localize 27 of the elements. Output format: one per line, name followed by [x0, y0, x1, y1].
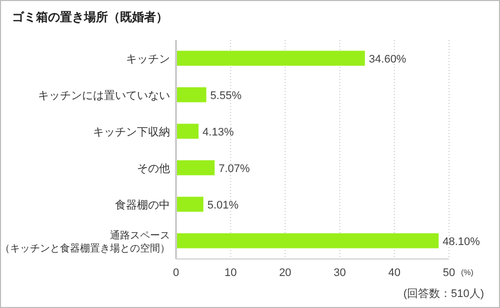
- bar: [176, 124, 199, 139]
- y-tick-label: その他: [137, 162, 170, 175]
- data-label: 5.01%: [207, 199, 239, 212]
- bar: [176, 87, 206, 102]
- x-tick-label: 10: [224, 267, 237, 279]
- bar: [176, 196, 204, 212]
- data-label: 4.13%: [202, 126, 234, 138]
- x-tick-label: 30: [334, 267, 346, 279]
- data-label: 5.55%: [210, 90, 242, 102]
- bar: [176, 160, 215, 176]
- data-label: 48.10%: [442, 236, 480, 248]
- x-tick-label: 20: [279, 267, 292, 279]
- y-tick-label: キッチンには置いていない: [38, 90, 170, 102]
- y-tick-label: 通路スペース（キッチンと食器棚置き場との空間）: [0, 229, 170, 254]
- data-label: 34.60%: [368, 53, 406, 66]
- text: (回答数：510人): [403, 288, 484, 300]
- data-label: 7.07%: [218, 162, 250, 175]
- y-tick-label: キッチン: [126, 53, 170, 66]
- x-tick-label: 40: [388, 267, 401, 279]
- bar: [176, 233, 439, 248]
- chart-title: ゴミ箱の置き場所（既婚者）: [12, 10, 168, 24]
- x-tick-label: 0: [172, 267, 180, 279]
- y-tick-label: 食器棚の中: [115, 198, 170, 212]
- x-tick-label: 50: [442, 267, 456, 279]
- y-tick-label: キッチン下収納: [93, 125, 170, 138]
- bar: [176, 50, 365, 66]
- x-axis-title: (%): [461, 268, 474, 277]
